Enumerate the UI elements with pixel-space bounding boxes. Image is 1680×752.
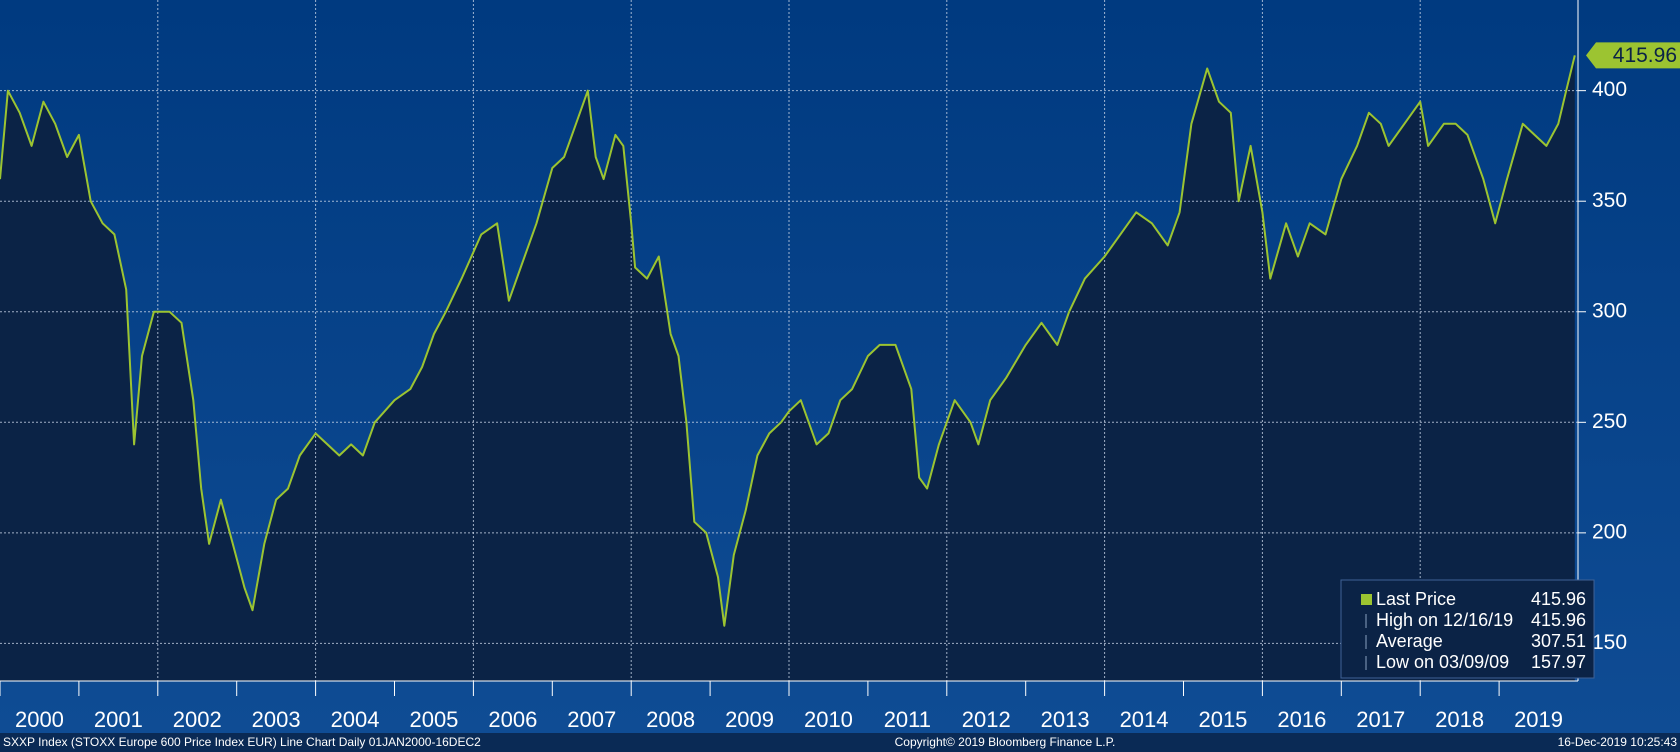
- y-tick-label: 250: [1592, 410, 1627, 433]
- y-tick-label: 300: [1592, 299, 1627, 322]
- legend-swatch: [1361, 594, 1372, 605]
- price-line: [0, 55, 1576, 627]
- x-tick-label: 2003: [252, 707, 301, 732]
- x-tick-label: 2014: [1120, 707, 1169, 732]
- legend-label: Last Price: [1376, 589, 1456, 609]
- legend-label: Average: [1376, 631, 1443, 651]
- footer-right: 16-Dec-2019 10:25:43: [1558, 735, 1678, 749]
- y-tick-label: 150: [1592, 631, 1627, 654]
- y-tick-label: 400: [1592, 78, 1627, 101]
- x-tick-label: 2008: [646, 707, 695, 732]
- x-tick-label: 2004: [331, 707, 380, 732]
- y-tick-label: 200: [1592, 520, 1627, 543]
- x-tick-label: 2017: [1356, 707, 1405, 732]
- x-tick-label: 2012: [962, 707, 1011, 732]
- x-tick-label: 2009: [725, 707, 774, 732]
- x-tick-label: 2018: [1435, 707, 1484, 732]
- x-tick-label: 2015: [1198, 707, 1247, 732]
- legend-box: [1340, 579, 1595, 679]
- legend-value: 415.96: [1531, 610, 1586, 630]
- legend-value: 415.96: [1531, 589, 1586, 609]
- legend-label: Low on 03/09/09: [1376, 652, 1509, 672]
- legend-label: High on 12/16/19: [1376, 610, 1513, 630]
- x-tick-label: 2002: [173, 707, 222, 732]
- x-tick-label: 2006: [488, 707, 537, 732]
- last-price-label: 415.96: [1613, 44, 1677, 67]
- area-fill: [0, 55, 1575, 681]
- x-tick-label: 2001: [94, 707, 143, 732]
- footer-left: SXXP Index (STOXX Europe 600 Price Index…: [3, 735, 481, 749]
- legend-value: 307.51: [1531, 631, 1586, 651]
- y-tick-label: 350: [1592, 189, 1627, 212]
- x-tick-label: 2007: [567, 707, 616, 732]
- footer-bar: [0, 733, 1680, 752]
- x-tick-label: 2016: [1277, 707, 1326, 732]
- x-tick-label: 2010: [804, 707, 853, 732]
- x-tick-label: 2005: [409, 707, 458, 732]
- x-tick-label: 2013: [1041, 707, 1090, 732]
- footer-center: Copyright© 2019 Bloomberg Finance L.P.: [895, 735, 1116, 749]
- x-tick-label: 2019: [1514, 707, 1563, 732]
- legend-value: 157.97: [1531, 652, 1586, 672]
- last-price-tag: [1586, 42, 1680, 69]
- x-tick-label: 2011: [884, 707, 931, 732]
- x-tick-label: 2000: [15, 707, 64, 732]
